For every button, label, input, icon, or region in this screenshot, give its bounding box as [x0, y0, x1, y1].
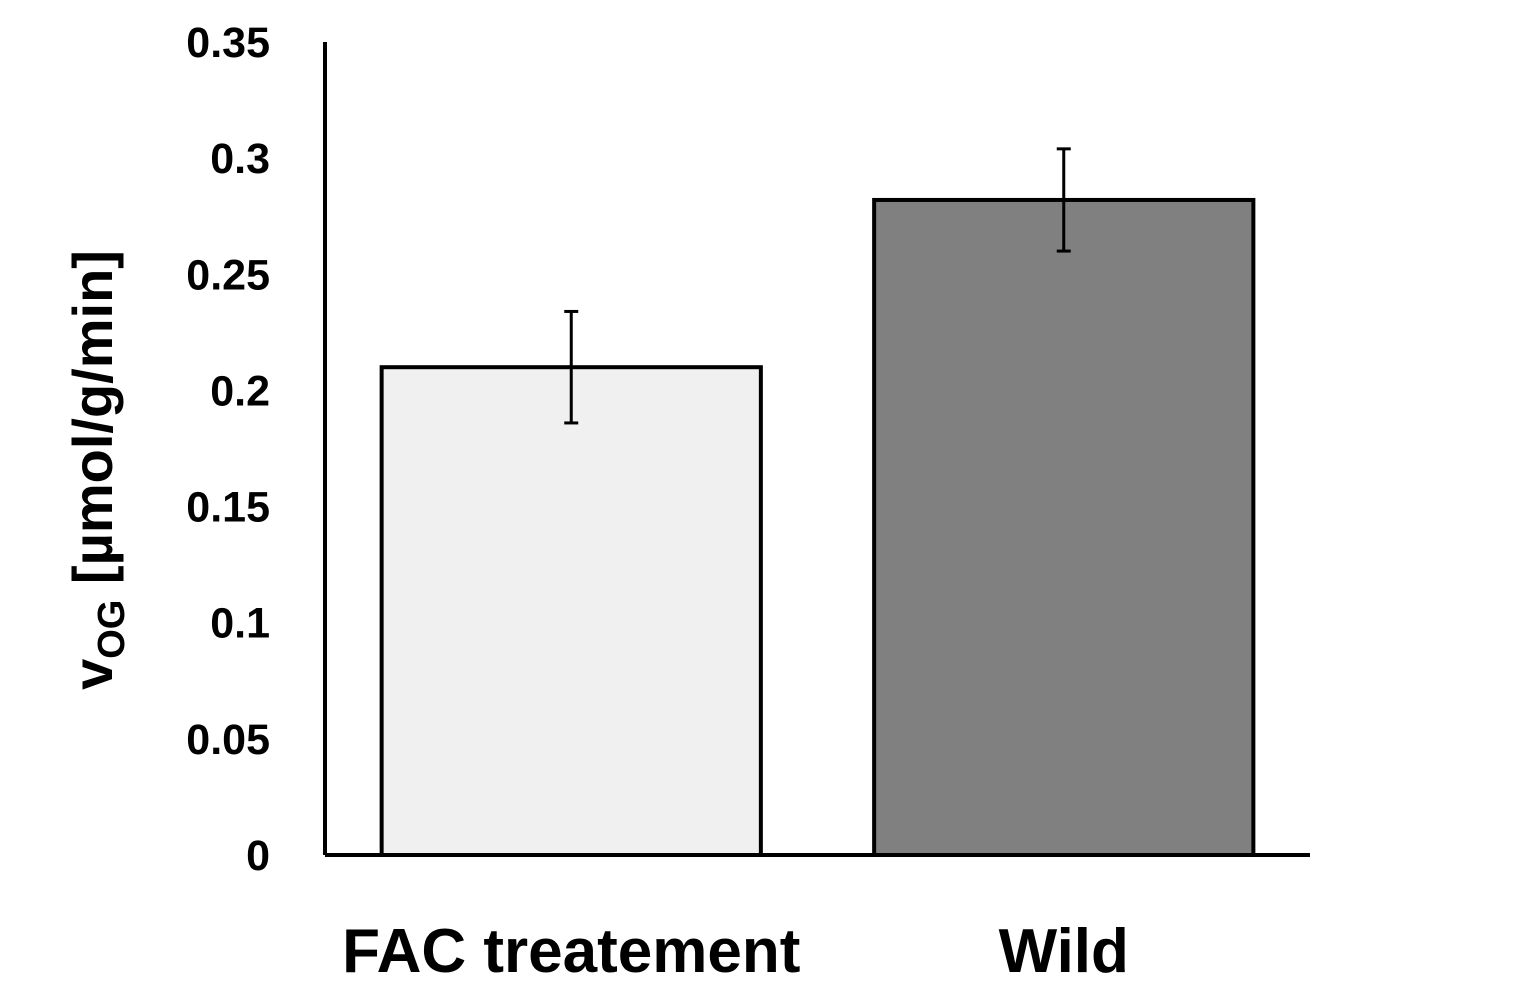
y-tick-label: 0.25	[186, 251, 270, 299]
error-bar-2	[1056, 147, 1071, 253]
y-tick-label: 0.2	[210, 367, 270, 415]
bar-1	[379, 365, 763, 857]
y-tick-label: 0.15	[186, 484, 270, 532]
x-category-labels: FAC treatement Wild	[342, 917, 1129, 986]
y-tick-label: 0.1	[210, 600, 270, 648]
y-tick-label: 0.3	[210, 135, 270, 183]
error-bar-1	[564, 309, 579, 425]
y-tick-labels: 0 0.05 0.1 0.15 0.2 0.25 0.3 0.35	[186, 19, 270, 880]
axes-layer	[323, 42, 1310, 857]
y-tick-label: 0.35	[186, 19, 270, 67]
y-tick-label: 0.05	[186, 716, 270, 764]
x-tick-label-2: Wild	[999, 917, 1129, 986]
bar-2	[872, 197, 1256, 857]
y-tick-label: 0	[246, 832, 270, 880]
y-axis-title-subscript: OG	[91, 600, 133, 659]
y-axis-title: vOG [µmol/g/min]	[61, 250, 133, 690]
x-tick-label-1: FAC treatement	[342, 917, 800, 986]
y-axis-title-main: v	[61, 659, 124, 690]
error-bars-layer	[564, 147, 1071, 425]
bars-layer	[379, 197, 1256, 857]
y-axis-title-units: [µmol/g/min]	[61, 250, 124, 600]
